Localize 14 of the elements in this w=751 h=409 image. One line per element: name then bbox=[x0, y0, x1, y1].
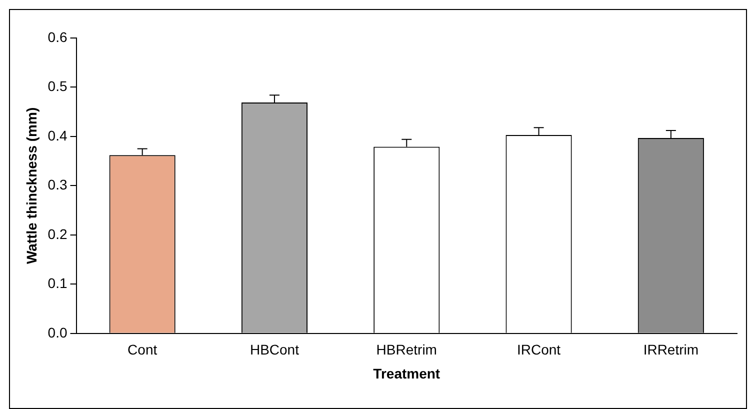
y-tick-label: 0.5 bbox=[48, 78, 68, 94]
y-tick-label: 0.3 bbox=[48, 176, 68, 193]
y-axis-title: Wattle thinckness (mm) bbox=[23, 107, 40, 264]
x-axis-title: Treatment bbox=[373, 365, 440, 382]
x-tick-label: HBCont bbox=[250, 342, 300, 358]
y-tick-label: 0.2 bbox=[48, 226, 68, 242]
y-tick-label: 0.6 bbox=[48, 28, 68, 45]
x-tick-label: Cont bbox=[128, 342, 158, 358]
y-tick-label: 0.0 bbox=[48, 324, 68, 340]
x-tick-label: HBRetrim bbox=[376, 342, 437, 358]
y-tick-label: 0.4 bbox=[48, 127, 68, 144]
x-tick-label: IRCont bbox=[516, 342, 561, 358]
y-tick-label: 0.1 bbox=[48, 275, 68, 292]
x-tick-label: IRRetrim bbox=[643, 342, 699, 358]
